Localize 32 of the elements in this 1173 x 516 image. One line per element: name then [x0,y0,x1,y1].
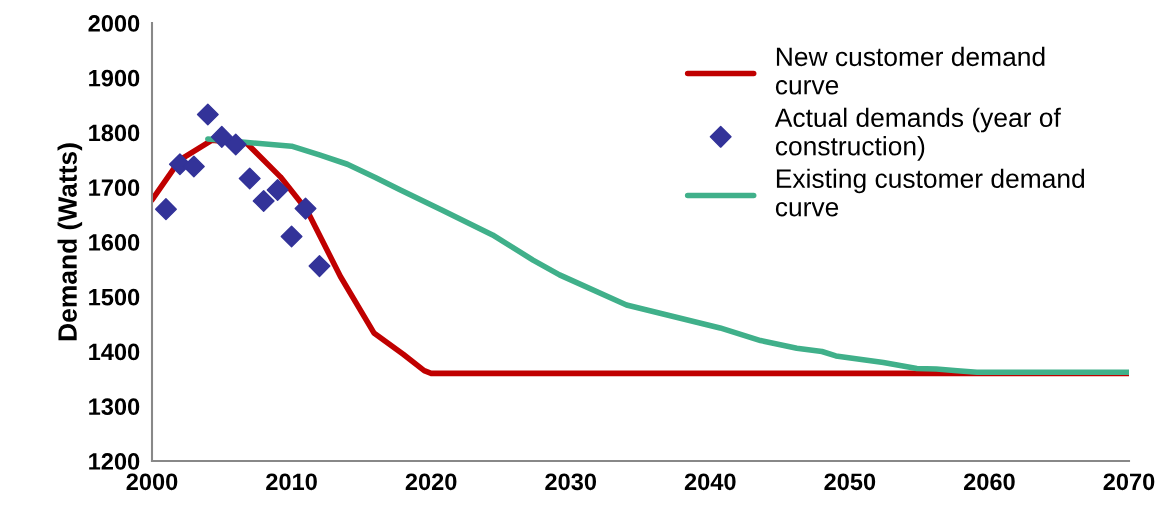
y-tick-label: 1600 [89,234,140,251]
y-axis-title: Demand (Watts) [57,143,83,341]
y-tick-label: 1400 [89,343,140,361]
point [308,255,331,278]
point [224,133,247,156]
y-tick-label: 1300 [89,398,140,416]
x-tick-label: 2010 [266,473,317,491]
x-tick-label: 2000 [126,473,178,491]
legend-label: New customer demand curve [775,46,1045,95]
point [154,198,177,221]
point [252,189,275,212]
y-tick-label: 1700 [89,179,140,197]
legend-label: Existing customer demand curve [775,168,1085,217]
y-tick-label: 1500 [89,288,140,306]
y-tick-label: 2000 [88,15,140,32]
point [238,167,261,190]
x-tick-label: 2040 [684,473,736,491]
y-tick-label: 1800 [89,124,140,142]
point [196,103,219,126]
point [210,125,233,148]
y-tick-label: 1900 [89,69,140,87]
x-tick-label: 2030 [545,473,597,491]
point [182,155,205,178]
x-tick-label: 2020 [405,473,457,491]
legend-label: Actual demands (year of construction) [774,107,1061,161]
x-tick-label: 2070 [1103,473,1155,491]
point [294,197,317,220]
x-tick-label: 2050 [824,473,876,491]
point [266,178,289,201]
x-tick-label: 2060 [963,473,1015,491]
y-tick-label: 1200 [89,453,140,470]
point [280,225,303,248]
